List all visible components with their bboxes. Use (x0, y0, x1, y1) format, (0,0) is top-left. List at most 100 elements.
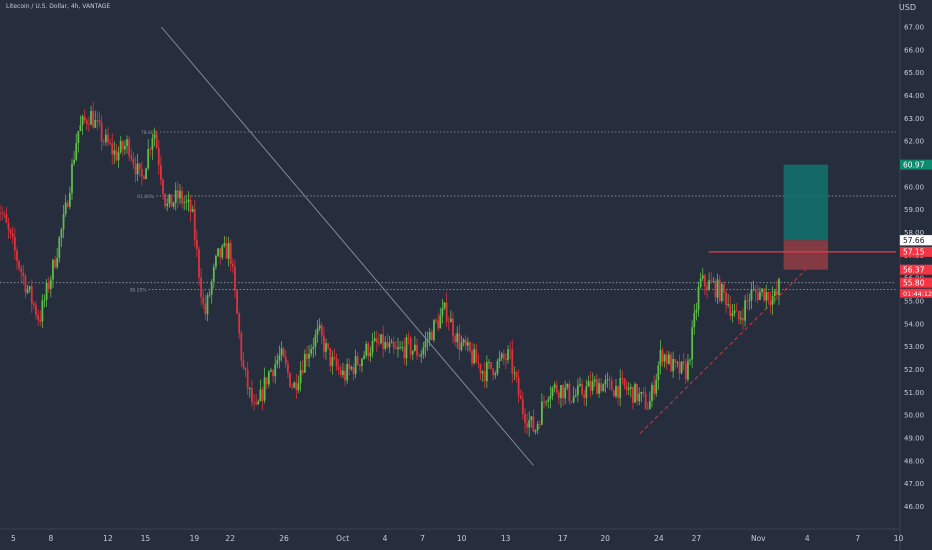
candle (524, 408, 526, 433)
candle (593, 375, 596, 387)
candle (124, 140, 126, 155)
candle (771, 286, 774, 315)
candle-body (238, 313, 241, 334)
candle-body (342, 370, 344, 376)
candle (564, 380, 567, 405)
candle (312, 337, 315, 358)
candle-body (680, 361, 683, 374)
candle (646, 402, 649, 410)
candle (699, 272, 702, 289)
candle-body (225, 243, 228, 259)
candle (420, 350, 423, 364)
candle (729, 295, 732, 321)
candle-body (540, 401, 543, 425)
candle (589, 371, 592, 398)
candle (96, 111, 99, 131)
candle (382, 325, 385, 359)
candle-body (483, 371, 486, 382)
candle-body (466, 342, 469, 346)
candle (604, 374, 607, 393)
y-tick-label: 65.00 (904, 69, 924, 77)
candle (202, 289, 205, 310)
candle-body (657, 365, 660, 380)
candle-body (380, 334, 382, 344)
candle (90, 105, 92, 126)
candle-body (96, 119, 99, 121)
candle-body (64, 202, 67, 215)
candle (35, 301, 37, 320)
candle (545, 400, 548, 407)
candle (767, 291, 770, 305)
candle (551, 386, 554, 401)
candle (634, 381, 636, 403)
y-tick-label: 49.00 (904, 434, 924, 442)
candle-body (363, 355, 365, 359)
candle-body (289, 372, 291, 387)
symbol-header: Litecoin / U.S. Dollar, 4h, VANTAGE (6, 3, 111, 10)
candles (0, 101, 780, 437)
candle (88, 116, 90, 132)
candle-body (771, 295, 774, 305)
candle (47, 276, 50, 293)
candle-body (629, 386, 632, 389)
candle-body (617, 386, 619, 398)
candle-body (41, 300, 44, 322)
candle-body (725, 292, 727, 306)
candle (674, 358, 677, 370)
candle (30, 279, 33, 313)
candle (284, 350, 287, 369)
candle (234, 259, 236, 298)
candle-body (18, 261, 20, 269)
candle (636, 383, 639, 406)
candle (66, 199, 69, 208)
candle (126, 135, 128, 154)
candle (85, 118, 88, 131)
candle-body (176, 190, 179, 199)
candle (445, 292, 448, 327)
candle (496, 358, 499, 376)
candle-body (303, 353, 306, 373)
candle (174, 182, 177, 211)
candle-body (202, 297, 205, 304)
candle-body (210, 281, 213, 295)
candle-body (462, 339, 465, 343)
candle-body (121, 141, 124, 150)
candle (587, 375, 590, 387)
candle-body (424, 340, 427, 348)
candle (253, 394, 255, 411)
candle-body (337, 366, 340, 370)
candle-body (458, 333, 461, 351)
x-tick-label: 19 (190, 534, 200, 543)
candle (615, 379, 617, 399)
candle (32, 301, 35, 310)
candle (401, 341, 404, 352)
candle-body (511, 349, 514, 374)
candle-body (403, 346, 406, 359)
candle-body (416, 344, 418, 356)
candle-body (693, 312, 696, 328)
candle-body (162, 179, 164, 194)
candle-body (731, 313, 734, 316)
candle (195, 229, 198, 258)
candle (257, 399, 260, 406)
price-label-bg (900, 277, 932, 288)
candle (657, 361, 660, 390)
candle-body (98, 120, 101, 123)
candle-body (473, 349, 476, 364)
candle-body (166, 203, 169, 207)
candle-body (45, 283, 48, 300)
x-tick-label: 12 (103, 534, 113, 543)
candle (289, 372, 291, 388)
candle (297, 375, 300, 394)
candle (526, 413, 528, 435)
candle (212, 263, 215, 289)
candle (653, 375, 655, 401)
candle (259, 379, 262, 402)
candle (651, 382, 653, 408)
candle-body (312, 346, 315, 349)
candle-body (433, 320, 435, 341)
price-label: 60.97 (903, 160, 925, 169)
candle (189, 194, 192, 222)
